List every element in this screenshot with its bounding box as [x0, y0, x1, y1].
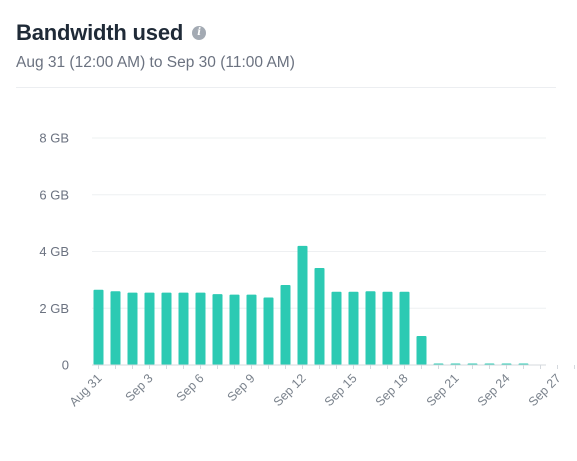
bar[interactable]: [161, 292, 172, 365]
x-tick-label: Sep 15: [322, 371, 360, 409]
chart-header: Bandwidth used i Aug 31 (12:00 AM) to Se…: [16, 18, 556, 72]
header-divider: [16, 87, 556, 88]
bar[interactable]: [382, 291, 393, 365]
x-tick-label: Sep 27: [526, 371, 564, 409]
y-tick-label: 2 GB: [39, 301, 69, 316]
x-tick-label: Sep 6: [174, 371, 207, 404]
y-tick-label: 8 GB: [39, 131, 69, 146]
y-tick-label: 0: [62, 358, 69, 373]
bar[interactable]: [110, 291, 121, 365]
bar[interactable]: [314, 267, 325, 365]
y-tick-label: 6 GB: [39, 187, 69, 202]
x-axis-ticks: Aug 31 Sep 3 Sep 6 Sep 9 Sep 12 Sep 15 Sep 18 S…: [67, 371, 577, 409]
grid-lines: [92, 137, 546, 309]
bar[interactable]: [416, 336, 427, 365]
x-tick-label: Sep 12: [271, 371, 309, 409]
bar[interactable]: [297, 245, 308, 365]
x-tick-label: Aug 31: [67, 371, 105, 409]
bar[interactable]: [195, 292, 206, 365]
x-tick-label: Sep 9: [225, 371, 258, 404]
x-tick-label: Sep 18: [373, 371, 411, 409]
bars: [93, 245, 529, 365]
bar[interactable]: [229, 294, 240, 365]
bar[interactable]: [144, 292, 155, 365]
bar[interactable]: [331, 291, 342, 365]
bar[interactable]: [212, 294, 223, 365]
chart-title: Bandwidth used: [16, 20, 184, 45]
bar[interactable]: [399, 291, 410, 365]
title-row: Bandwidth used i: [16, 18, 556, 48]
bar[interactable]: [127, 292, 138, 365]
x-tick-label: Sep 3: [123, 371, 156, 404]
bar[interactable]: [280, 284, 291, 365]
bar[interactable]: [348, 291, 359, 365]
y-tick-label: 4 GB: [39, 244, 69, 259]
bar[interactable]: [365, 291, 376, 365]
bar[interactable]: [178, 292, 189, 365]
x-tick-label: Sep 21: [424, 371, 462, 409]
x-tick-label: Sep 24: [475, 371, 513, 409]
bar[interactable]: [263, 297, 274, 365]
x-axis: [92, 364, 575, 369]
date-range-subtitle: Aug 31 (12:00 AM) to Sep 30 (11:00 AM): [16, 54, 295, 71]
info-icon[interactable]: i: [192, 26, 207, 40]
bar[interactable]: [246, 294, 257, 365]
bar[interactable]: [93, 289, 104, 365]
y-axis-ticks: 0 2 GB 4 GB 6 GB 8 GB: [39, 131, 69, 373]
